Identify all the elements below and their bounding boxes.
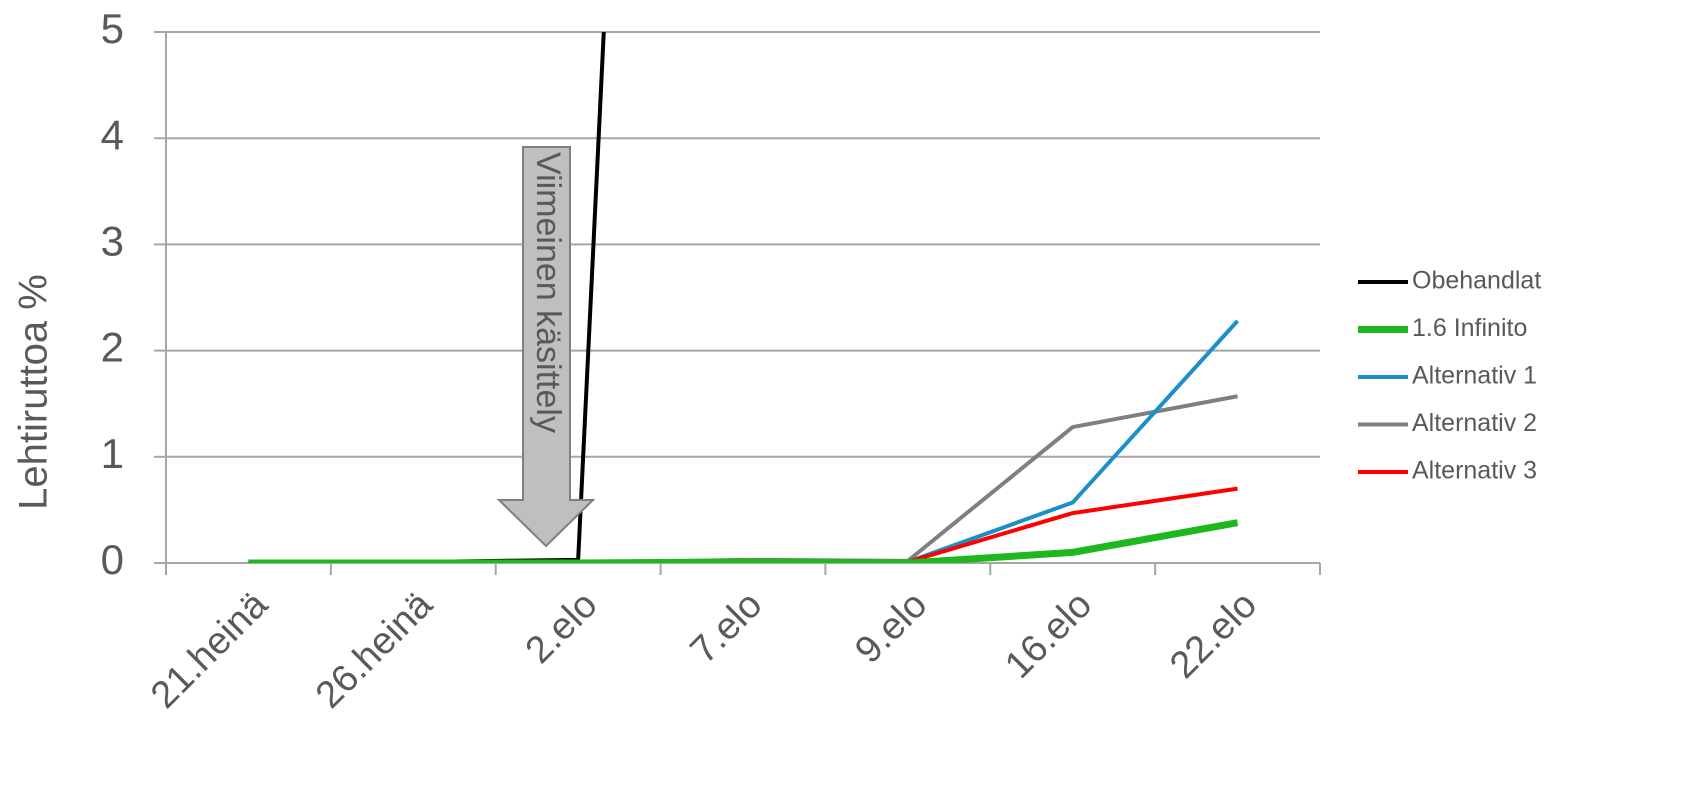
x-tick-label: 7.elo bbox=[682, 584, 770, 672]
legend-label: Alternativ 2 bbox=[1412, 409, 1537, 437]
legend-label: 1.6 Infinito bbox=[1412, 314, 1527, 342]
y-axis-label: Lehtiruttoa % bbox=[12, 274, 56, 510]
annotation-arrow bbox=[496, 146, 596, 548]
x-tick-label: 2.elo bbox=[518, 584, 606, 672]
x-tick-label: 22.elo bbox=[1162, 584, 1265, 687]
series-line bbox=[248, 319, 1240, 563]
annotation-text: Viimeinen käsittely bbox=[529, 152, 567, 433]
x-tick-label: 26.heinä bbox=[308, 583, 441, 716]
y-tick-label: 2 bbox=[101, 324, 124, 371]
x-tick-label: 9.elo bbox=[847, 584, 935, 672]
y-tick-label: 5 bbox=[101, 5, 124, 52]
legend-label: Obehandlat bbox=[1412, 267, 1541, 295]
y-tick-label: 1 bbox=[101, 430, 124, 477]
legend-label: Alternativ 1 bbox=[1412, 362, 1537, 390]
series-line bbox=[248, 394, 1238, 563]
series-line bbox=[248, 32, 606, 563]
y-tick-label: 4 bbox=[101, 111, 124, 158]
x-tick-label: 21.heinä bbox=[143, 583, 276, 716]
plot-area bbox=[248, 32, 1240, 563]
y-tick-label: 0 bbox=[101, 536, 124, 583]
series-line bbox=[248, 519, 1239, 563]
x-tick-label: 16.elo bbox=[997, 584, 1100, 687]
y-tick-label: 3 bbox=[101, 217, 124, 264]
legend-label: Alternativ 3 bbox=[1412, 457, 1537, 485]
